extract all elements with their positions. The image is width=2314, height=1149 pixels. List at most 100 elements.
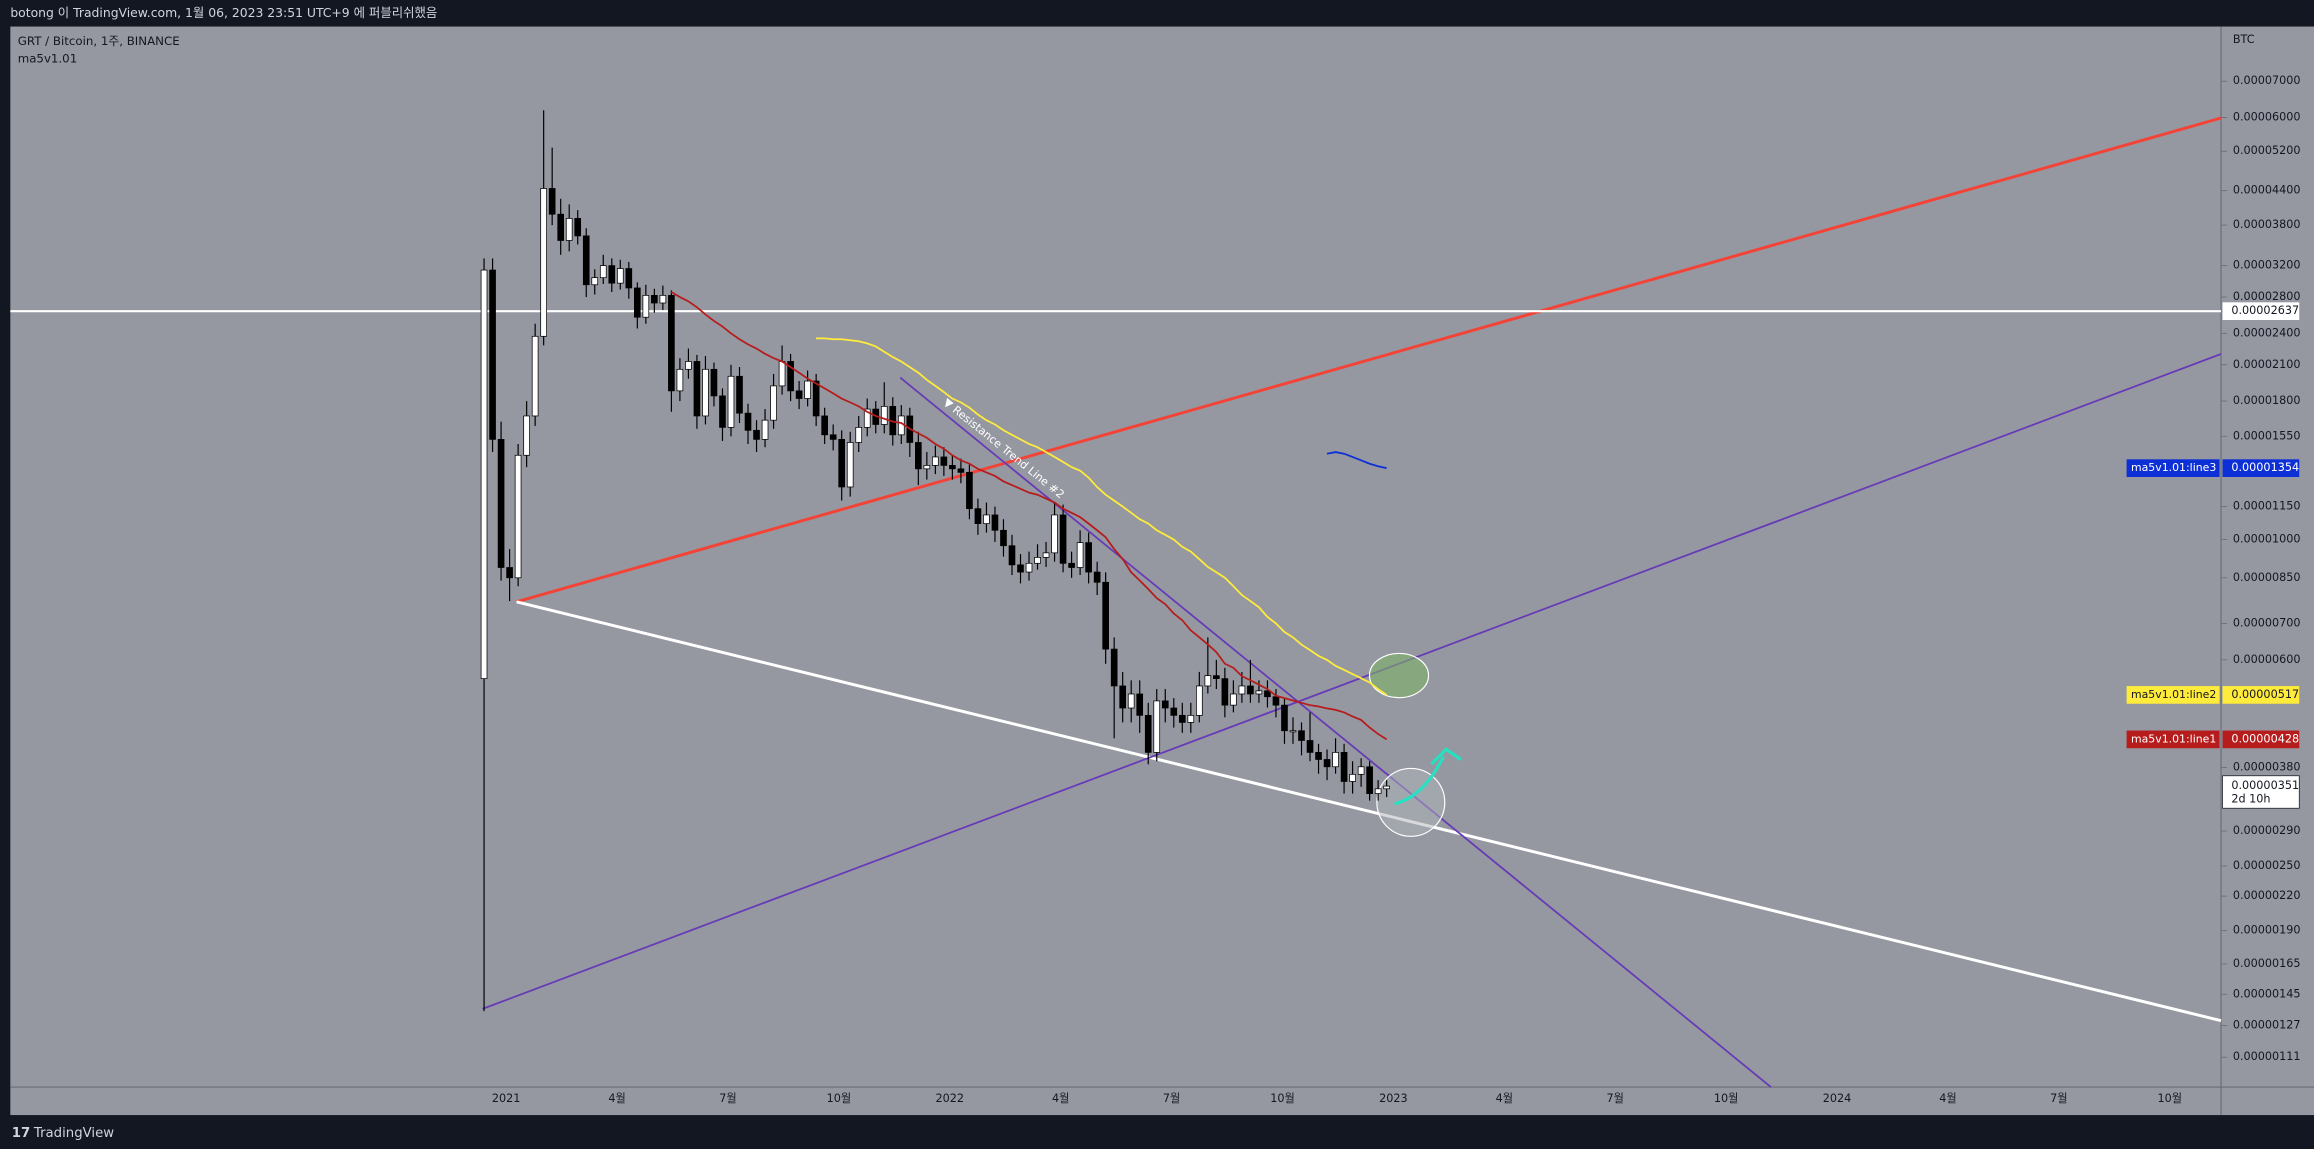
candle-body [1281,704,1288,732]
y-tick-label: 0.00000250 [2233,859,2301,872]
x-tick-label: 4월 [608,1092,625,1105]
candle-body [1136,693,1144,716]
candle-body [1272,696,1280,706]
x-tick-label: 7월 [1163,1092,1180,1105]
x-tick-label: 4월 [1052,1092,1069,1105]
candle-body [829,434,837,440]
price-label: 0.00000428 [2231,732,2299,745]
candle-body [616,268,624,284]
x-tick-label: 4월 [1939,1092,1956,1105]
candle-body [1127,693,1135,709]
candle-body [1383,785,1390,790]
candle-body [1059,514,1067,564]
brand: TradingView [33,1126,114,1141]
candle-body [736,375,743,414]
candle-body [523,415,530,456]
candle-body [1298,730,1305,741]
candle-body [804,380,811,399]
candle-body [957,468,965,473]
candle-body [1042,552,1050,558]
y-tick-label: 0.00001800 [2233,394,2301,407]
y-tick-label: 0.00000600 [2233,653,2301,666]
candle-body [949,465,956,470]
highlight-circle [1368,652,1430,699]
candle-body [1085,542,1092,573]
candle-body [1264,690,1271,698]
candle-body [1153,700,1161,753]
candle-body [574,218,582,237]
price-label-box [2222,686,2300,704]
candle-body [514,454,522,579]
candle-body [608,265,616,284]
candle-body [497,439,505,568]
y-tick-label: 0.00001000 [2233,533,2301,546]
x-tick-label: 7월 [1607,1092,1624,1105]
candle-body [838,439,846,488]
x-tick-label: 2021 [492,1092,521,1105]
candle-body [1196,685,1203,716]
price-label-box [2222,302,2300,321]
candle-body [565,218,573,241]
candle-body [531,335,539,417]
indicator-line [670,291,1388,741]
candle-body [1034,557,1041,564]
trend-line [899,376,1772,1088]
legend-name: ma5v1.01:line3 [2131,461,2216,474]
candle-body [761,419,769,440]
highlight-circle [1376,767,1446,837]
logo-mark: 𝟭𝟳 [12,1126,30,1141]
indicator-name: ma5v1.01 [18,52,78,66]
y-tick-label: 0.00000111 [2233,1050,2301,1063]
y-tick-label: 0.00000290 [2233,824,2301,837]
candle-body [506,567,513,579]
y-tick-label: 0.00000220 [2233,889,2301,902]
candle-body [676,368,684,392]
indicator-line [816,337,1388,696]
candle-body [753,429,760,440]
x-tick-label: 2022 [936,1092,965,1105]
candle-body [1357,766,1365,775]
candle-body [1017,564,1024,573]
candle-body [719,395,726,428]
publish-info: botong 이 TradingView.com, 1월 06, 2023 23… [10,5,437,20]
candle-body [710,368,718,397]
candle-body [1187,714,1195,723]
candle-body [1178,714,1186,723]
x-tick-label: 7월 [2050,1092,2067,1105]
arrow-head [1430,747,1462,766]
candle-body [668,294,675,392]
trend-line [516,116,2222,604]
candle-body [489,269,496,440]
candle-body [1144,714,1152,753]
countdown: 2d 10h [2231,792,2270,805]
price-label: 0.00001354 [2231,461,2299,474]
candle-body [651,294,658,304]
candle-body [1230,693,1237,706]
candle-body [1332,752,1339,768]
y-tick-label: 0.00000700 [2233,617,2301,630]
candle-body [1170,707,1178,716]
legend-name: ma5v1.01:line1 [2131,732,2216,745]
y-tick-label: 0.00003800 [2233,218,2301,231]
candle-body [983,514,990,524]
y-tick-label: 0.00001150 [2233,500,2301,513]
trend-line [516,600,2222,1023]
candle-body [1102,581,1109,650]
x-tick-label: 10월 [1714,1092,1739,1105]
legend-name-box [2126,730,2220,749]
candle-body [1289,730,1297,733]
trend-line [482,353,2222,1010]
price-label-box [2222,459,2300,478]
candle-body [1110,648,1118,687]
candle-body [1000,529,1007,547]
x-tick-label: 4월 [1496,1092,1513,1105]
candle-body [863,408,871,428]
candle-body [642,294,650,318]
candle-body [787,361,794,392]
price-unit: BTC [2233,33,2255,46]
y-tick-label: 0.00002100 [2233,358,2301,371]
x-tick-label: 10월 [2157,1092,2182,1105]
candle-body [1093,571,1101,583]
